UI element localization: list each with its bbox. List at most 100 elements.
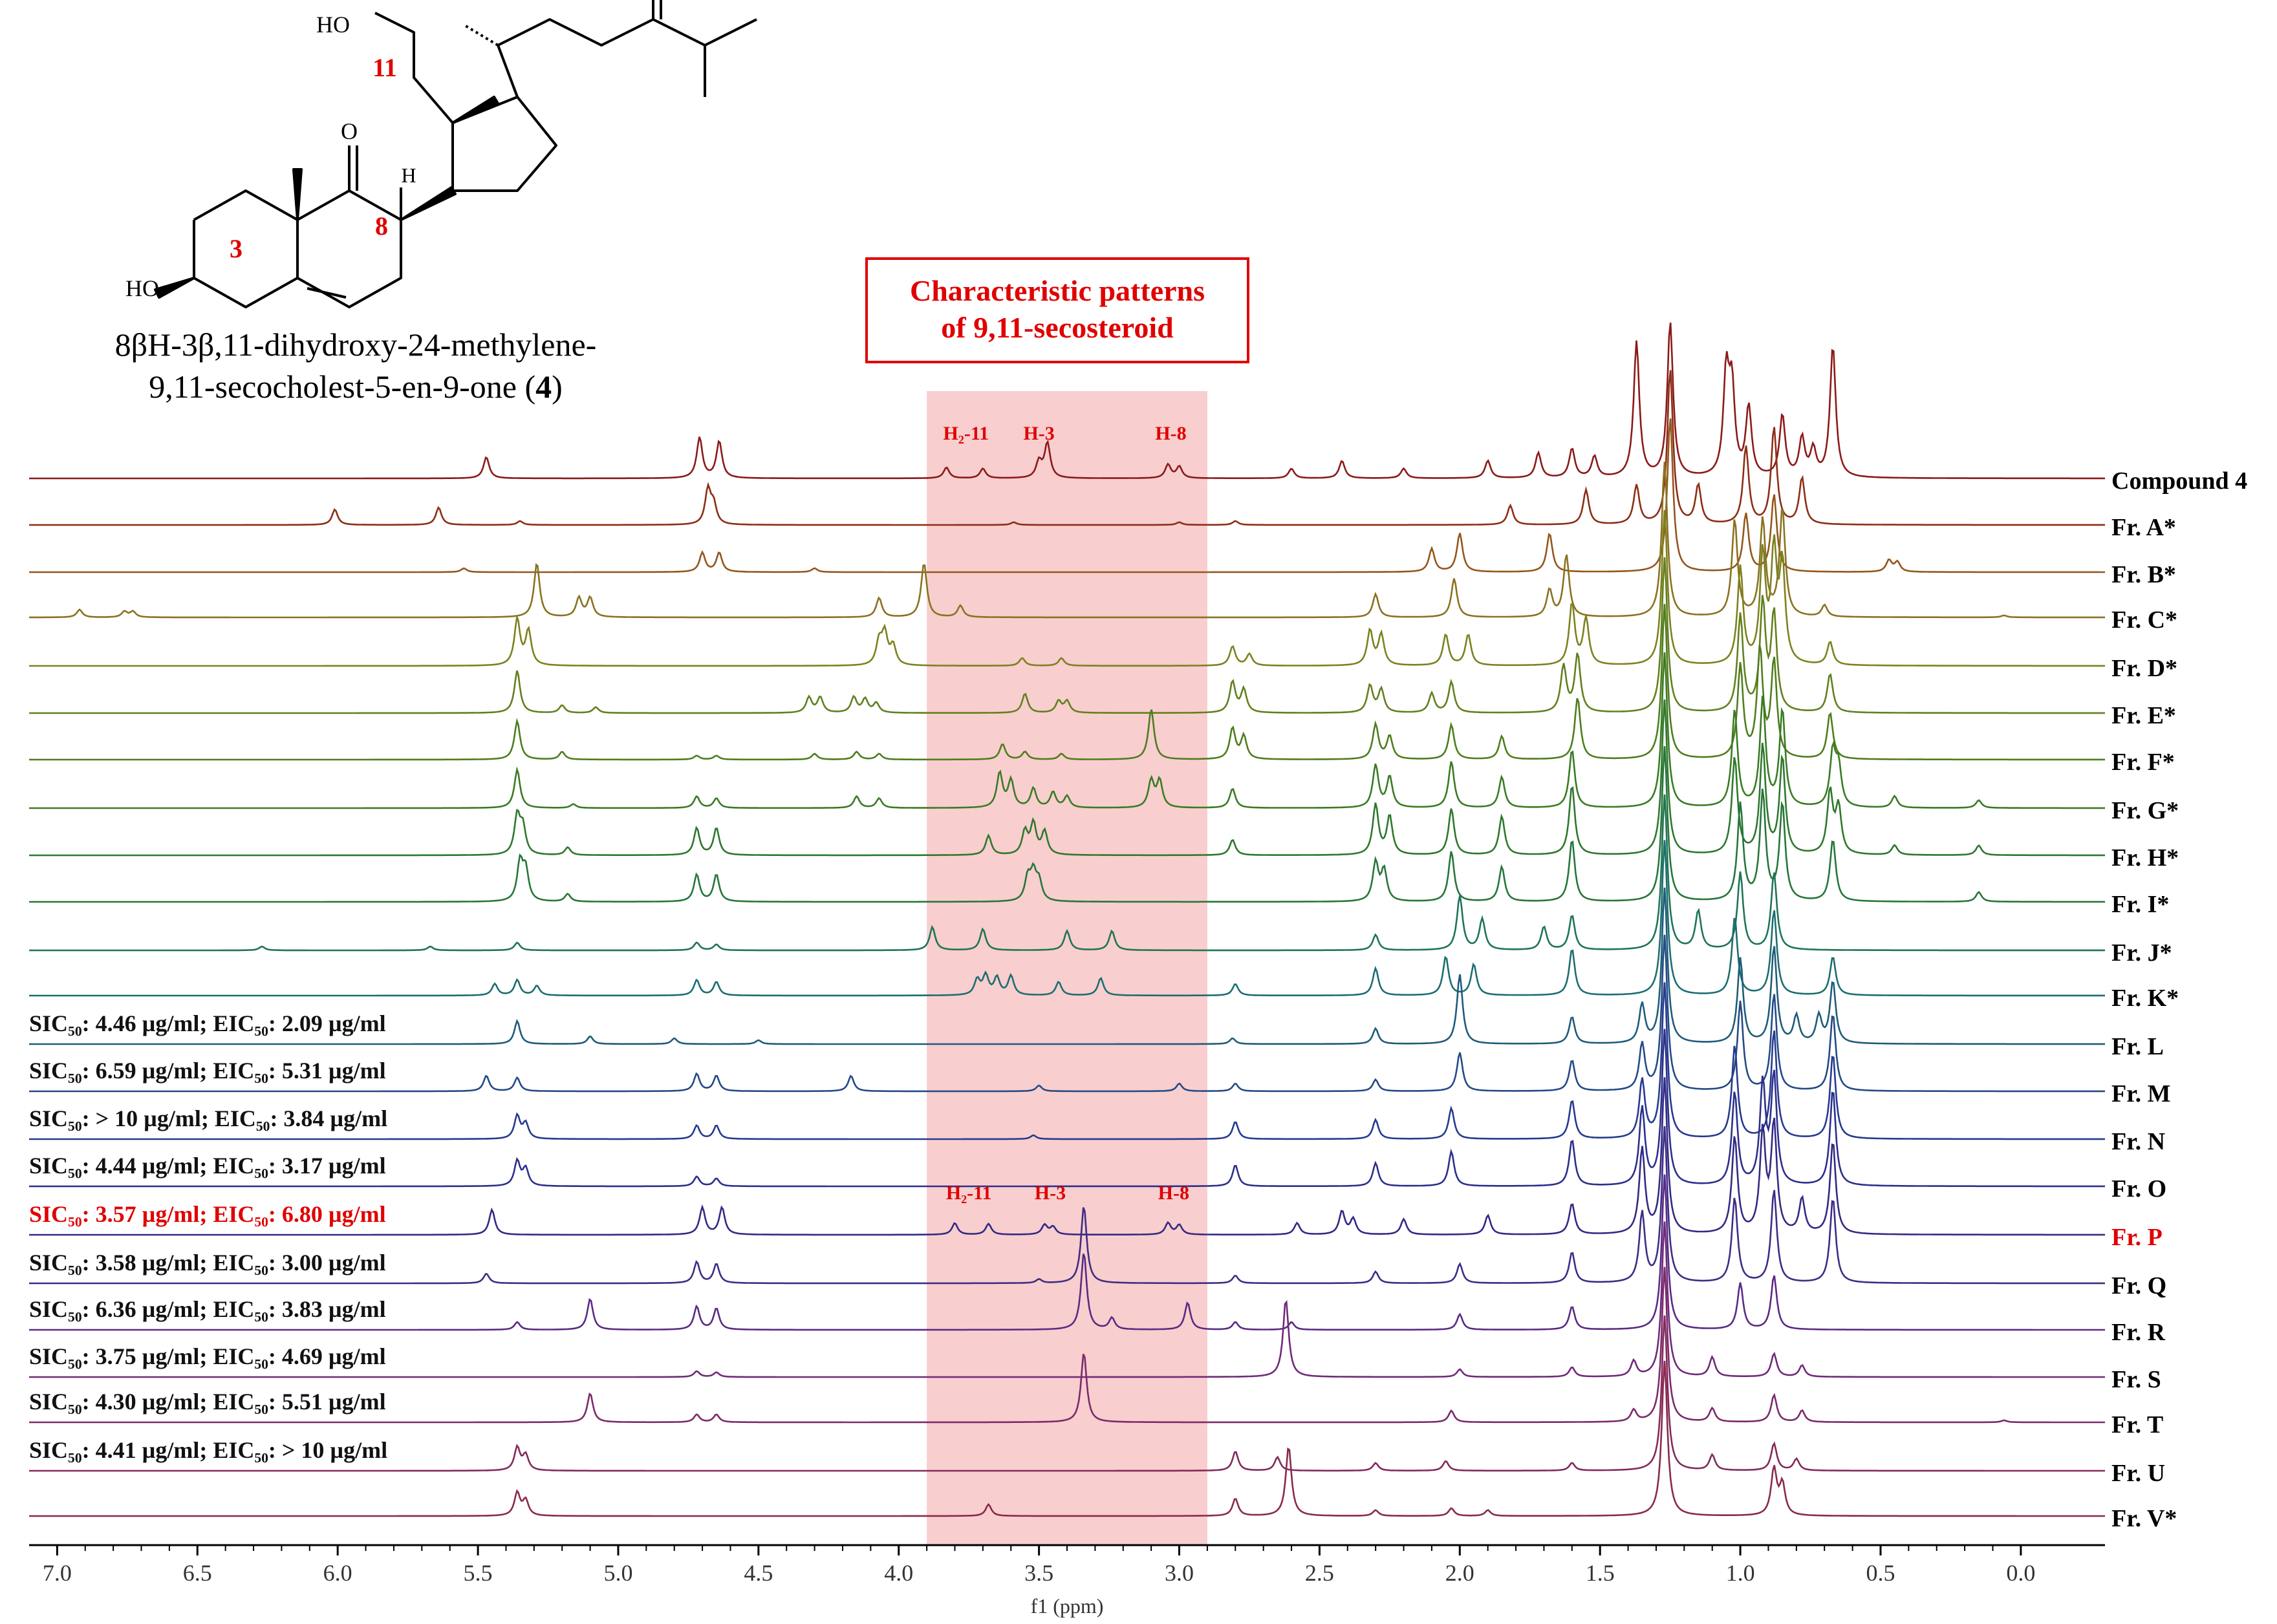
activity-annotation: SIC₅₀: 3.58 µg/ml; EIC₅₀: 3.00 µg/ml: [29, 1250, 386, 1276]
series-label: Fr. I*: [2111, 891, 2169, 918]
series-label: Fr. M: [2111, 1080, 2170, 1107]
structure-ho-top-label: HO: [316, 12, 350, 37]
series-label: Fr. J*: [2111, 939, 2172, 967]
series-label: Fr. K*: [2111, 985, 2179, 1012]
structure-c11-label: 11: [372, 53, 397, 82]
activity-annotation: SIC₅₀: 4.41 µg/ml; EIC₅₀: > 10 µg/ml: [29, 1437, 387, 1463]
trace-fr-p: [29, 1077, 2105, 1236]
activity-annotation: SIC₅₀: 3.57 µg/ml; EIC₅₀: 6.80 µg/ml: [29, 1201, 386, 1227]
series-label: Fr. N: [2111, 1128, 2165, 1155]
compound-name-line2-post: ): [552, 369, 563, 405]
activity-annotation: SIC₅₀: 4.44 µg/ml; EIC₅₀: 3.17 µg/ml: [29, 1153, 386, 1179]
trace-fr-j: [29, 794, 2106, 952]
x-tick-label: 5.5: [464, 1560, 493, 1586]
c13-methyl-wedge: [451, 96, 499, 124]
trace-fr-r: [29, 1174, 2105, 1331]
activity-annotation: SIC₅₀: 6.59 µg/ml; EIC₅₀: 5.31 µg/ml: [29, 1058, 386, 1084]
activity-annotation: SIC₅₀: 4.46 µg/ml; EIC₅₀: 2.09 µg/ml: [29, 1010, 386, 1036]
chemical-structure: [154, 0, 757, 308]
x-tick-label: 2.5: [1305, 1560, 1334, 1586]
series-label: Fr. T: [2111, 1411, 2163, 1438]
structure-labels: O H HO 11 8 3 HO 8βH-3β,11-dihydroxy-24-…: [115, 12, 597, 405]
trace-fr-t: [29, 1266, 2105, 1424]
compound-name-line1: 8βH-3β,11-dihydroxy-24-methylene-: [115, 326, 597, 363]
structure-c3-label: 3: [230, 234, 243, 263]
peak-label: H-8: [1158, 1182, 1189, 1204]
trace-fr-o: [29, 1029, 2105, 1188]
series-label: Fr. G*: [2111, 797, 2179, 824]
compound-name-line2-pre: 9,11-secocholest-5-en-9-one (: [149, 369, 535, 405]
x-tick-label: 1.0: [1726, 1560, 1755, 1586]
peak-label: H-8: [1155, 423, 1186, 444]
spectra-traces: [29, 322, 2106, 1517]
x-tick-label: 1.5: [1586, 1560, 1615, 1586]
x-tick-label: 3.5: [1024, 1560, 1053, 1586]
highlight-band: [927, 391, 1207, 1545]
trace-fr-g: [29, 652, 2105, 809]
compound-name-line2: 9,11-secocholest-5-en-9-one (4): [149, 369, 563, 405]
series-label: Fr. R: [2111, 1319, 2166, 1346]
peak-label: H₂-11: [946, 1182, 992, 1204]
x-tick-label: 6.5: [183, 1560, 212, 1586]
trace-compound-4: [29, 322, 2105, 480]
trace-fr-c: [29, 462, 2105, 619]
c5-c6-double-bond: [307, 287, 347, 299]
activity-annotation: SIC₅₀: 4.30 µg/ml; EIC₅₀: 5.51 µg/ml: [29, 1389, 386, 1415]
structure-h-label: H: [401, 164, 416, 187]
peak-label: H₂-11: [944, 423, 989, 444]
series-label: Fr. O: [2111, 1175, 2166, 1202]
series-label: Fr. B*: [2111, 561, 2176, 588]
series-label: Compound 4: [2111, 467, 2247, 495]
series-label: Fr. V*: [2111, 1505, 2177, 1532]
series-label: Fr. L: [2111, 1033, 2164, 1060]
x-tick-label: 2.0: [1445, 1560, 1474, 1586]
series-label: Fr. H*: [2111, 844, 2179, 871]
activity-annotation: SIC₅₀: 3.75 µg/ml; EIC₅₀: 4.69 µg/ml: [29, 1343, 386, 1369]
trace-fr-q: [29, 1126, 2105, 1285]
activity-annotation: SIC₅₀: > 10 µg/ml; EIC₅₀: 3.84 µg/ml: [29, 1106, 387, 1131]
series-label: Fr. P: [2111, 1224, 2163, 1251]
x-tick-label: 6.0: [323, 1560, 352, 1586]
x-axis-title: f1 (ppm): [1031, 1594, 1104, 1618]
ring-d-bonds: [451, 96, 557, 192]
peak-labels: H₂-11 H-3 H-8 H₂-11 H-3 H-8: [944, 423, 1190, 1204]
structure-o-label: O: [341, 118, 358, 144]
trace-fr-v: [29, 1360, 2105, 1517]
fraction-labels: Compound 4 Fr. A* Fr. B* Fr. C* Fr. D* Fr. E*…: [2111, 467, 2247, 1532]
trace-fr-a: [29, 370, 2105, 526]
x-tick-label: 3.0: [1165, 1560, 1194, 1586]
x-tick-label: 5.0: [603, 1560, 632, 1586]
series-label: Fr. C*: [2111, 606, 2177, 634]
series-label: Fr. E*: [2111, 702, 2176, 729]
trace-fr-h: [29, 700, 2105, 857]
trace-fr-m: [29, 934, 2105, 1093]
trace-fr-s: [29, 1221, 2105, 1378]
x-axis: 7.0 6.5 6.0 5.5 5.0 4.5 4.0 3.5 3.0 2.5 2.0 1.5 1.0 0…: [29, 1544, 2105, 1586]
activity-annotations: SIC₅₀: 4.46 µg/ml; EIC₅₀: 2.09 µg/ml SIC₅…: [29, 1010, 387, 1463]
c11-chain: [374, 12, 454, 124]
series-label: Fr. Q: [2111, 1272, 2166, 1299]
peak-label: H-3: [1035, 1182, 1066, 1204]
trace-fr-i: [29, 746, 2105, 903]
compound-name-number: 4: [535, 369, 552, 405]
activity-annotation: SIC₅₀: 6.36 µg/ml; EIC₅₀: 3.83 µg/ml: [29, 1296, 386, 1322]
trace-fr-d: [29, 509, 2105, 667]
x-tick-label: 0.0: [2006, 1560, 2035, 1586]
highlight-title-box: Characteristic patterns of 9,11-secoster…: [865, 257, 1249, 363]
c10-methyl-wedge: [292, 168, 303, 221]
ring-b-bonds: [297, 189, 402, 308]
trace-fr-l: [29, 888, 2105, 1045]
x-tick-label: 4.0: [884, 1560, 913, 1586]
series-label: Fr. F*: [2111, 749, 2175, 776]
series-label: Fr. S: [2111, 1366, 2161, 1393]
c3-oh-wedge: [154, 277, 195, 299]
structure-ho-left-label: HO: [125, 275, 159, 301]
peak-label: H-3: [1023, 423, 1054, 444]
highlight-title-line1: Characteristic patterns: [910, 274, 1205, 307]
x-tick-label: 4.5: [744, 1560, 773, 1586]
trace-fr-f: [29, 604, 2105, 761]
series-label: Fr. U: [2111, 1460, 2165, 1487]
highlight-title-frame: [865, 257, 1249, 363]
trace-fr-u: [29, 1315, 2105, 1472]
